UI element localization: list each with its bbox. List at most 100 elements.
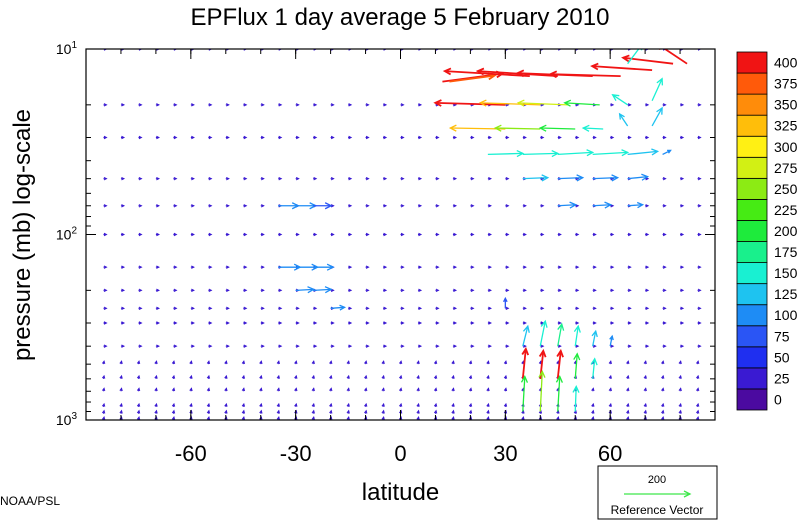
colorbar-swatch [736,135,768,158]
field-vector [381,387,385,392]
field-vector [452,306,458,311]
field-vector [190,232,195,237]
field-vector [260,344,265,348]
field-vector [505,232,510,237]
field-vector [383,306,388,311]
field-vector [103,103,108,107]
field-vector [468,409,473,414]
field-vector [383,232,388,237]
field-vector [364,360,368,365]
field-vector [173,288,178,293]
colorbar-swatch [736,51,768,74]
field-vector [678,374,682,379]
field-vector [241,409,246,414]
field-vector [190,103,195,107]
field-vector [435,204,440,208]
field-vector [435,49,440,51]
field-vector [278,288,283,293]
field-vector [697,135,702,140]
field-vector [260,135,265,140]
field-vector [208,135,213,140]
field-vector [433,409,438,414]
field-vector [294,402,298,408]
field-vector [452,204,458,208]
colorbar-swatch [736,72,768,95]
field-vector [171,387,176,392]
field-vector [208,103,213,107]
field-vector [592,135,597,140]
x-tick-label: 30 [493,441,517,466]
field-vector [120,288,126,293]
field-vector [190,288,195,293]
flux-vector [313,286,333,294]
field-vector [400,49,405,51]
flux-vector [487,149,525,158]
field-vector [171,402,176,408]
field-vector [155,288,161,293]
field-vector [278,306,283,311]
field-vector [243,306,248,311]
colorbar-label: 350 [774,97,798,113]
field-vector [259,402,263,408]
field-vector [138,232,143,237]
colorbar-swatch [736,156,768,179]
field-vector [225,344,230,348]
field-vector [348,49,353,51]
field-vector [662,288,667,293]
field-vector [101,387,106,392]
field-vector [364,374,368,379]
colorbar-label: 125 [774,286,798,302]
field-vector [173,204,178,208]
field-vector [120,103,126,107]
field-vector [365,176,370,181]
field-vector [259,360,263,365]
field-vector [505,344,510,348]
field-vector [452,232,458,237]
field-vector [540,204,545,208]
field-vector [627,232,632,237]
field-vector [241,374,246,379]
colorbar-label: 250 [774,181,798,197]
field-vector [330,321,335,325]
field-vector [260,204,265,208]
field-vector [208,288,213,293]
field-vector [208,204,213,208]
colorbar-label: 150 [774,265,798,281]
field-vector [383,135,388,140]
field-vector [398,387,403,392]
field-vector [348,344,353,348]
field-vector [662,204,667,208]
field-vector [365,103,370,107]
field-vector [451,387,455,392]
field-vector [662,176,667,181]
field-vector [103,344,108,348]
colorbar-label: 75 [774,328,790,344]
field-vector [645,232,650,237]
field-vector [468,374,473,379]
field-vector [452,49,458,51]
field-vector [627,288,632,293]
colorbar-swatch [736,114,768,137]
field-vector [626,387,630,392]
field-vector [138,204,143,208]
flux-vector [521,346,530,379]
field-vector [243,49,248,51]
y-tick-label: 101 [56,40,78,57]
field-vector [610,135,615,140]
field-vector [696,360,700,365]
field-vector [626,374,630,379]
field-vector [661,374,665,379]
field-vector [435,176,440,181]
field-vector [696,387,700,392]
field-vector [348,176,353,181]
field-vector [295,49,300,51]
field-vector [680,204,685,208]
field-vector [295,344,300,348]
flux-vector [295,202,318,210]
field-vector [103,321,108,325]
field-vector [224,360,228,365]
field-vector [278,49,283,51]
y-tick-label: 103 [56,411,78,428]
field-vector [330,135,335,140]
flux-vector [538,370,546,412]
